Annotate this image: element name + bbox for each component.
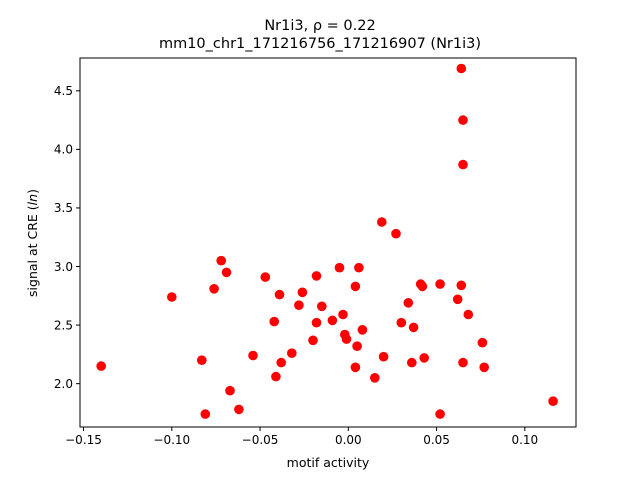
data-point [452,294,463,305]
x-axis-ticks: −0.15 −0.10 −0.05 0.00 0.05 0.10 [65,427,538,447]
data-point [216,255,226,266]
data-point [317,301,327,312]
data-point [260,272,271,282]
y-tick-label: 2.0 [54,377,73,391]
data-point [350,281,361,292]
data-point [435,279,445,289]
y-tick-label: 3.0 [54,260,73,274]
data-point [311,271,322,281]
data-point [456,280,467,291]
data-points [96,63,558,419]
data-point [287,348,297,359]
x-axis-label: motif activity [287,455,370,470]
data-point [407,357,417,368]
data-point [479,362,490,373]
data-point [209,284,219,294]
data-point [396,317,407,328]
data-point [341,334,352,344]
data-point [458,115,468,125]
y-tick-label: 2.5 [54,318,73,332]
x-tick-label: −0.10 [153,433,190,447]
y-tick-label: 4.5 [54,84,73,98]
x-tick-label: 0.00 [335,433,362,447]
data-point [435,409,445,419]
data-point [458,159,468,170]
data-point [276,357,287,368]
data-point [294,300,304,311]
chart-title-line1: Nr1i3, ρ = 0.22 [264,18,375,34]
data-point [167,292,177,302]
data-point [408,322,419,333]
data-point [548,396,558,407]
y-axis-ticks: 2.0 2.5 3.0 3.5 4.0 4.5 [54,84,80,391]
data-point [200,409,211,419]
data-point [352,341,362,352]
data-point [477,337,488,348]
data-point [357,325,368,335]
data-point [221,267,232,278]
data-point [248,350,258,361]
data-point [463,309,474,320]
data-point [354,262,364,273]
chart-title-line2: mm10_chr1_171216756_171216907 (Nr1i3) [159,36,481,52]
data-point [311,317,322,328]
data-point [271,371,281,382]
data-point [234,404,244,415]
data-point [403,298,414,308]
data-point [269,316,280,327]
plot-area [79,57,577,428]
data-point [338,309,348,320]
data-point [377,217,387,227]
data-point [274,289,285,300]
data-point [297,287,308,298]
data-point [456,63,467,74]
x-tick-label: −0.15 [65,433,102,447]
data-point [334,262,345,273]
x-tick-label: −0.05 [242,433,279,447]
data-point [458,357,468,368]
data-point [197,355,207,366]
data-point [370,373,380,383]
y-tick-label: 4.0 [54,143,73,157]
data-point [419,353,430,363]
y-tick-label: 3.5 [54,201,73,215]
x-tick-label: 0.10 [511,433,538,447]
data-point [308,335,318,346]
axes-frame [79,57,577,428]
data-point [327,315,338,326]
data-point [225,385,235,396]
data-point [350,362,361,373]
data-point [391,228,401,239]
data-point [417,281,428,292]
y-axis-label: signal at CRE (ln) [25,189,40,297]
data-point [378,351,389,362]
x-tick-label: 0.05 [423,433,450,447]
data-point [96,361,106,371]
